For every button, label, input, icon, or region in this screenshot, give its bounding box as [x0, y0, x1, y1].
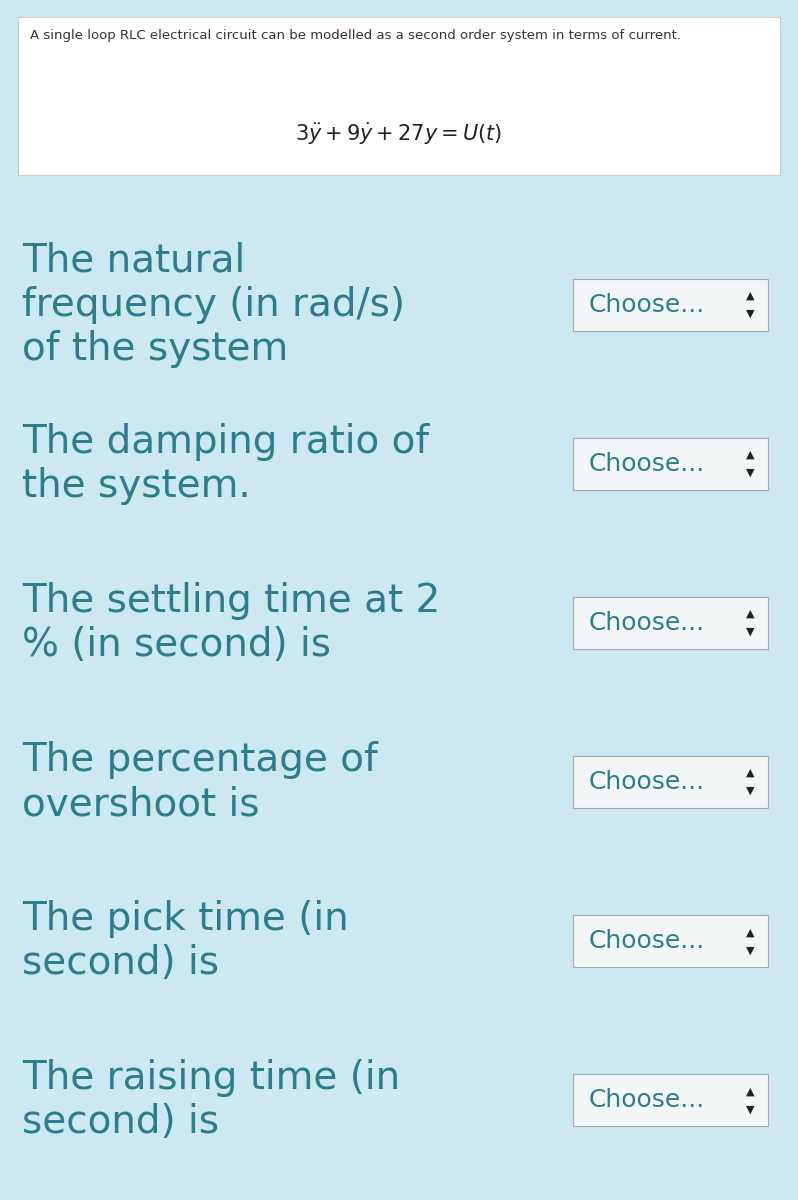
FancyBboxPatch shape	[573, 438, 768, 490]
Text: ▲: ▲	[746, 290, 754, 300]
Text: The pick time (in
second) is: The pick time (in second) is	[22, 900, 349, 983]
Text: ▼: ▼	[746, 1104, 754, 1115]
Text: ▲: ▲	[746, 1086, 754, 1097]
Text: ▼: ▼	[746, 626, 754, 637]
Text: ▼: ▼	[746, 468, 754, 478]
Text: Choose...: Choose...	[589, 770, 705, 794]
Text: The percentage of
overshoot is: The percentage of overshoot is	[22, 742, 377, 823]
Text: Choose...: Choose...	[589, 293, 705, 317]
FancyBboxPatch shape	[573, 1074, 768, 1127]
Text: The natural
frequency (in rad/s)
of the system: The natural frequency (in rad/s) of the …	[22, 241, 405, 367]
Text: ▼: ▼	[746, 308, 754, 318]
Text: ▼: ▼	[746, 946, 754, 955]
FancyBboxPatch shape	[18, 17, 780, 175]
Text: Choose...: Choose...	[589, 929, 705, 953]
Text: Choose...: Choose...	[589, 1088, 705, 1112]
Text: ▲: ▲	[746, 608, 754, 619]
Text: Choose...: Choose...	[589, 611, 705, 635]
Text: The raising time (in
second) is: The raising time (in second) is	[22, 1060, 400, 1141]
FancyBboxPatch shape	[573, 756, 768, 808]
Text: A single loop RLC electrical circuit can be modelled as a second order system in: A single loop RLC electrical circuit can…	[30, 29, 681, 42]
Text: $3\ddot{y}+9\dot{y}+27y=U(t)$: $3\ddot{y}+9\dot{y}+27y=U(t)$	[295, 120, 503, 146]
FancyBboxPatch shape	[573, 916, 768, 967]
Text: ▼: ▼	[746, 786, 754, 796]
Text: Choose...: Choose...	[589, 451, 705, 475]
Text: The damping ratio of
the system.: The damping ratio of the system.	[22, 422, 429, 505]
Text: ▲: ▲	[746, 450, 754, 460]
Text: The settling time at 2
% (in second) is: The settling time at 2 % (in second) is	[22, 582, 440, 664]
Text: ▲: ▲	[746, 768, 754, 778]
FancyBboxPatch shape	[573, 596, 768, 649]
Text: ▲: ▲	[746, 928, 754, 937]
FancyBboxPatch shape	[573, 278, 768, 330]
